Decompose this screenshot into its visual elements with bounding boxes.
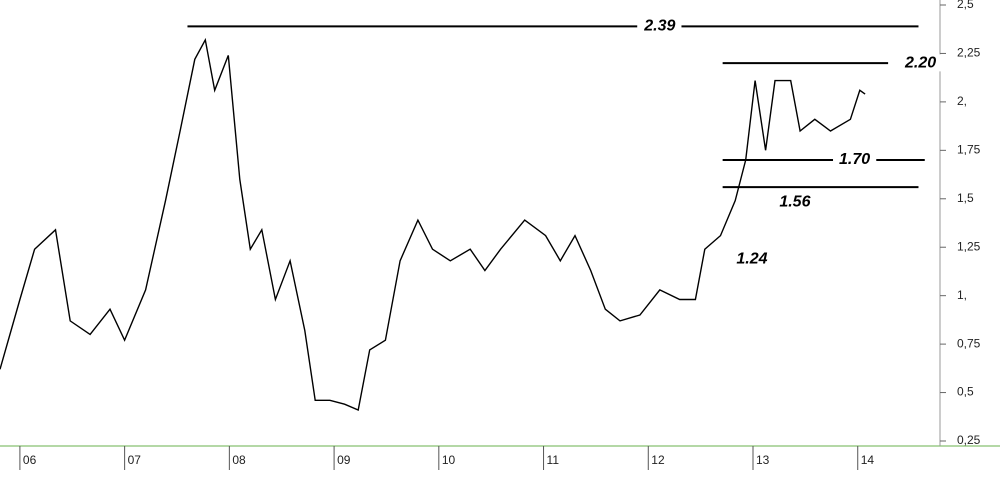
x-tick-label: 14 — [861, 453, 875, 467]
level-label-bg — [637, 17, 682, 35]
y-tick-label: 2,25 — [957, 46, 981, 60]
x-tick-label: 08 — [232, 453, 246, 467]
y-tick-label: 1,75 — [957, 143, 981, 157]
level-label-bg — [833, 151, 877, 169]
y-tick-label: 1, — [957, 288, 967, 302]
x-tick-label: 11 — [547, 453, 560, 467]
y-tick-label: 2,5 — [957, 0, 974, 11]
level-label: 1.70 — [839, 151, 870, 168]
level-label: 2.39 — [643, 18, 675, 35]
x-tick-label: 06 — [23, 453, 37, 467]
x-tick-label: 12 — [651, 453, 665, 467]
y-tick-label: 1,5 — [957, 191, 974, 205]
x-tick-label: 10 — [442, 453, 456, 467]
x-tick-label: 13 — [756, 453, 770, 467]
y-tick-label: 0,75 — [957, 336, 981, 350]
y-tick-label: 0,5 — [957, 385, 974, 399]
x-tick-label: 07 — [128, 453, 142, 467]
level-label: 1.56 — [779, 193, 810, 210]
y-tick-label: 0,25 — [957, 433, 981, 447]
level-label: 2.20 — [904, 54, 936, 71]
y-tick-label: 2, — [957, 94, 967, 108]
x-tick-label: 09 — [337, 453, 351, 467]
level-label-bg — [898, 54, 943, 72]
y-tick-label: 1,25 — [957, 239, 981, 253]
price-line — [0, 37, 866, 411]
level-label: 1.24 — [736, 250, 767, 267]
